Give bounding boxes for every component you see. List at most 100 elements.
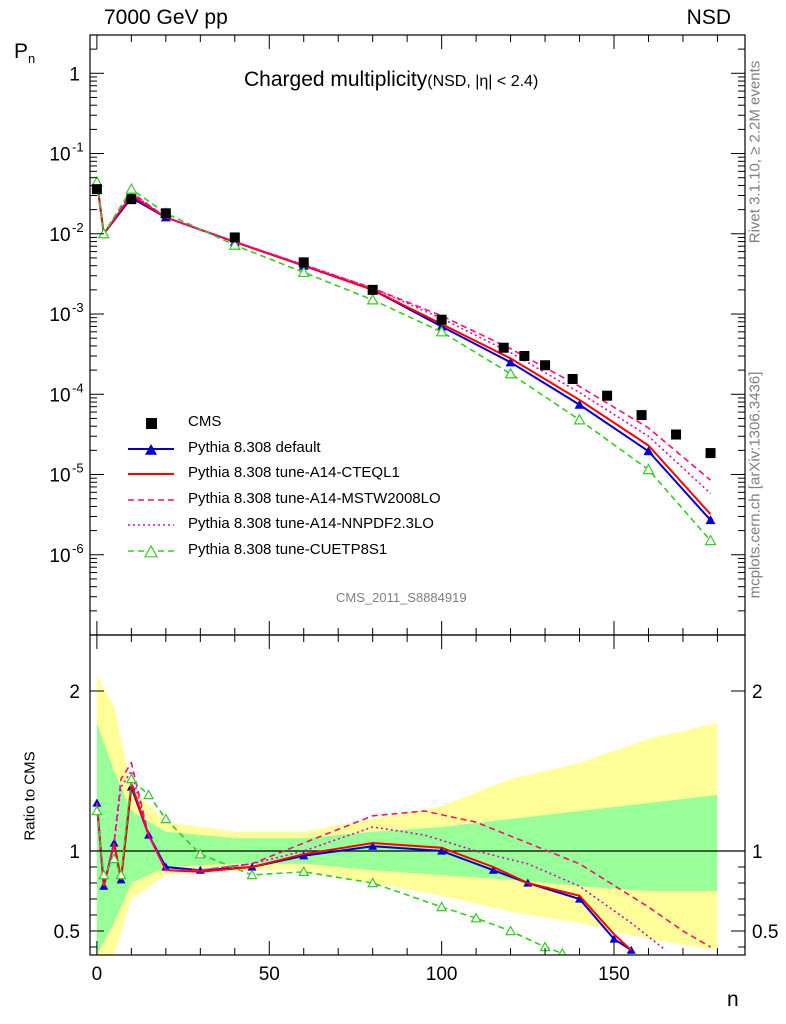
cms-data-point [602, 390, 613, 401]
ratio-4-point [367, 877, 379, 888]
series-4-point [366, 293, 379, 305]
ratio-0-point [437, 846, 447, 855]
chart-title-main: Charged multiplicity [244, 68, 428, 91]
ratio-4-point [246, 869, 258, 880]
legend-marker [145, 443, 157, 455]
cms-data-point [519, 350, 530, 361]
ratio-4-point [298, 866, 310, 877]
ratio-4-point [91, 805, 103, 816]
series-4-point [642, 463, 655, 475]
y-tick-label: 10 [49, 145, 70, 166]
y-tick-label: 10 [49, 385, 70, 406]
legend-label: Pythia 8.308 default [188, 438, 321, 456]
legend-swatch [128, 544, 174, 557]
legend-label: Pythia 8.308 tune-CUETP8S1 [188, 540, 388, 558]
ratio-0-point [109, 838, 119, 847]
ratio-4-point [436, 901, 448, 912]
ratio-4-point [558, 947, 567, 955]
cms-data-point [671, 429, 682, 440]
ratio-plot-series [91, 760, 711, 955]
x-tick-label: 0 [92, 964, 103, 985]
legend-label: Pythia 8.308 tune-A14-CTEQL1 [188, 464, 400, 481]
main-plot-data-points [91, 184, 716, 459]
series-0-point [643, 446, 654, 456]
cms-data-point [160, 208, 171, 219]
source-label: mcplots.cern.ch [arXiv:1306.3436] [746, 371, 764, 599]
uncertainty-band-inner [96, 723, 718, 955]
ratio-4-point [505, 925, 517, 936]
ratio-4-point [470, 912, 482, 923]
series-4-point [573, 413, 586, 425]
ratio-0-point [609, 934, 619, 943]
cms-data-point [91, 184, 102, 195]
legend-swatch [146, 418, 157, 429]
cms-data-point [367, 284, 378, 295]
ratio-4-point [125, 773, 137, 784]
ratio-plot-frame [89, 634, 746, 956]
legend-label: Pythia 8.308 tune-A14-MSTW2008LO [188, 489, 441, 507]
ratio-0-point [161, 862, 171, 871]
legend-marker [143, 544, 159, 557]
chart-title: Charged multiplicity(NSD, |η| < 2.4) [244, 68, 538, 92]
ratio-y-tick-label: 2 [69, 682, 80, 703]
legend-label: Pythia 8.308 tune-A14-NNPDF2.3LO [188, 515, 434, 532]
series-4-point [297, 266, 310, 278]
y-tick-exponent: -1 [72, 140, 84, 155]
x-tick-label: 150 [598, 964, 630, 985]
y-tick-label: 10 [49, 305, 70, 326]
y-axis-label-main-sub: n [28, 51, 36, 67]
legend-swatch [128, 443, 174, 455]
cms-data-point [705, 448, 716, 459]
ratio-y-tick-label: 0.5 [54, 922, 80, 943]
cms-data-point [567, 373, 578, 384]
analysis-id: CMS_2011_S8884919 [336, 590, 467, 605]
series-line-3 [96, 181, 712, 495]
y-axis-label-main: Pn [14, 40, 35, 66]
series-line-4 [96, 182, 712, 542]
cms-data-point [229, 232, 240, 243]
y-tick-label: 10 [49, 225, 70, 246]
ratio-0-point [92, 798, 102, 807]
uncertainty-band-outer [96, 675, 718, 955]
cms-data-point [540, 360, 551, 371]
ratio-line-4 [96, 777, 563, 955]
series-4-point [125, 182, 138, 194]
x-axis-label: n [727, 988, 739, 1011]
legend-swatch [128, 524, 174, 526]
ratio-line-1 [95, 783, 632, 951]
series-4-point [435, 325, 448, 337]
y-tick-exponent: -2 [72, 220, 84, 235]
ratio-y-tick-label-right: 1 [752, 842, 763, 863]
x-tick-label: 100 [426, 964, 458, 985]
cms-data-point [298, 257, 309, 268]
ratio-line-2 [96, 760, 711, 948]
cms-data-point [436, 314, 447, 325]
ratio-0-point [368, 841, 378, 850]
ratio-y-tick-label-right: 0.5 [752, 922, 778, 943]
legend-marker [146, 418, 157, 429]
y-tick-label: 10 [49, 466, 70, 487]
chart-title-sub: (NSD, |η| < 2.4) [427, 73, 539, 90]
y-tick-exponent: -5 [72, 461, 84, 476]
ratio-4-point [115, 869, 127, 880]
ratio-y-tick-label: 1 [69, 842, 80, 863]
series-0-point [574, 399, 585, 409]
ratio-0-point [299, 851, 309, 860]
ratio-0-point [488, 865, 498, 874]
cms-data-point [498, 342, 509, 353]
ratio-4-point [143, 789, 155, 800]
x-tick-label: 50 [259, 964, 280, 985]
ratio-uncertainty-bands [96, 675, 718, 955]
y-tick-exponent: -6 [72, 541, 84, 556]
ratio-0-point [575, 894, 585, 903]
y-tick-label: 10 [49, 546, 70, 567]
ratio-y-tick-label-right: 2 [752, 682, 763, 703]
series-4-point [704, 534, 717, 546]
y-axis-label-ratio: Ratio to CMS [21, 751, 39, 841]
series-0-point [705, 515, 716, 525]
ratio-4-point [194, 848, 206, 859]
y-tick-exponent: -4 [72, 380, 84, 395]
series-4-point [228, 238, 241, 250]
